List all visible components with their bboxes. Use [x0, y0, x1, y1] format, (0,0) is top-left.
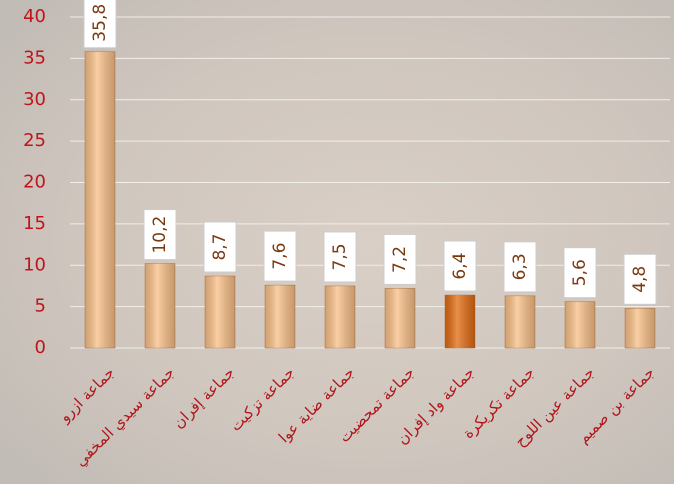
value-label: 6,4 [450, 253, 470, 280]
y-tick-label: 35 [23, 47, 46, 68]
y-tick-label: 10 [23, 254, 46, 275]
bar-shade [85, 52, 115, 348]
bar-shade [145, 264, 175, 348]
value-label: 7,6 [270, 243, 290, 270]
bar-shade [565, 302, 595, 348]
y-tick-label: 30 [23, 89, 46, 110]
value-label: 35,8 [90, 4, 110, 42]
bar-shade [265, 285, 295, 348]
bar-shade [205, 276, 235, 348]
bar-shade [325, 286, 355, 348]
bar-shade [505, 296, 535, 348]
bar-shade [445, 295, 475, 348]
y-tick-label: 20 [23, 172, 46, 193]
y-tick-label: 15 [23, 213, 46, 234]
y-tick-label: 5 [35, 296, 46, 317]
value-label: 5,6 [570, 259, 590, 286]
y-tick-label: 25 [23, 130, 46, 151]
bar-shade [625, 308, 655, 348]
value-label: 4,8 [630, 266, 650, 293]
y-tick-label: 0 [35, 337, 46, 358]
value-label: 7,2 [390, 246, 410, 273]
bar-shade [385, 288, 415, 348]
y-tick-label: 40 [23, 6, 46, 27]
value-label: 10,2 [150, 216, 170, 254]
value-label: 6,3 [510, 253, 530, 280]
value-label: 7,5 [330, 243, 350, 270]
value-label: 8,7 [210, 233, 230, 260]
chart: 051015202530354035,8جماعة ازرو10,2جماعة … [0, 0, 674, 484]
